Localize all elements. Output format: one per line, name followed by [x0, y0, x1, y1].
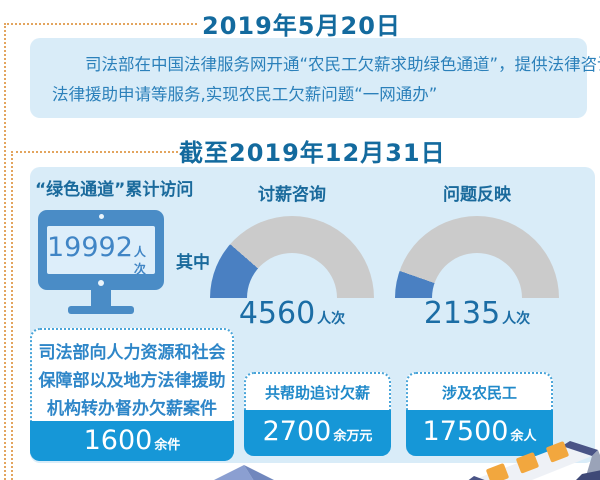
section1-body-line1: 司法部在中国法律服务网开通“农民工欠薪求助绿色通道”，提供法律咨询、: [85, 55, 600, 74]
section2-panel: “绿色通道”累计访问 19992 人次 其中 讨薪咨询 4560 人次: [30, 167, 595, 463]
stat-box-label: 涉及农民工: [441, 384, 517, 402]
stat-value-bar: 17500 余人: [406, 410, 553, 456]
stat-value-bar: 1600 余件: [30, 421, 234, 461]
wage-consultation-gauge-column: 讨薪咨询 4560 人次: [206, 180, 378, 329]
train-illustration: [468, 441, 600, 480]
gauge-chart: [210, 216, 374, 298]
gauge-value-number: 2135: [423, 296, 501, 331]
stat-value-unit: 余件: [154, 438, 181, 453]
stat-box-description: 司法部向人力资源和社会 保障部以及地方法律援助 机构转办督办欠薪案件: [32, 330, 232, 423]
recovered-wages-stat-box: 共帮助追讨欠薪 2700 余万元: [244, 372, 391, 456]
gauge-chart: [395, 216, 559, 298]
section1-body-line2: 法律援助申请等服务,实现农民工欠薪问题“一网通办”: [52, 85, 438, 104]
description-line: 司法部向人力资源和社会: [38, 343, 226, 363]
camera-dot-icon: [98, 214, 104, 219]
building-roof-illustration: [214, 465, 274, 480]
gauge-title: 讨薪咨询: [258, 185, 326, 205]
gauge-value: 4560 人次: [206, 299, 378, 329]
monitor-stand-base: [68, 306, 134, 314]
monitor-body: 19992 人次: [38, 210, 164, 290]
monitor-button-dot-icon: [98, 280, 104, 286]
timeline-dotted-line-section2: [11, 151, 178, 153]
stat-box-label: 共帮助追讨欠薪: [264, 384, 370, 402]
visits-unit: 人次: [133, 245, 146, 276]
timeline-dotted-line-top: [4, 23, 197, 25]
description-line: 机构转办督办欠薪案件: [47, 399, 217, 419]
visits-value: 19992: [47, 232, 133, 263]
stat-value-number: 1600: [83, 425, 153, 456]
timeline-dotted-line-left-inner: [11, 151, 13, 480]
computer-monitor-icon: 19992 人次: [38, 210, 164, 314]
gauge-title: 问题反映: [443, 185, 511, 205]
gauge-value: 2135 人次: [391, 299, 563, 329]
problem-report-gauge-column: 问题反映 2135 人次: [391, 180, 563, 329]
gauge-value-unit: 人次: [502, 311, 531, 327]
stat-value-bar: 2700 余万元: [244, 410, 391, 456]
monitor-screen: 19992 人次: [47, 226, 155, 276]
stat-value-number: 2700: [262, 416, 332, 447]
stat-value-number: 17500: [422, 416, 509, 447]
stat-value-unit: 余人: [510, 429, 537, 444]
among-which-label: 其中: [176, 253, 210, 273]
section1-date-title: 2019年5月20日: [202, 12, 401, 40]
section2-date-title: 截至2019年12月31日: [179, 139, 446, 167]
timeline-dotted-line-left-outer: [4, 23, 6, 480]
gauge-value-number: 4560: [238, 296, 316, 331]
stat-value-unit: 余万元: [333, 429, 373, 444]
involved-workers-stat-box: 涉及农民工 17500 余人: [406, 372, 553, 456]
description-line: 保障部以及地方法律援助: [38, 371, 226, 391]
transferred-cases-stat-box: 司法部向人力资源和社会 保障部以及地方法律援助 机构转办督办欠薪案件 1600 …: [30, 328, 234, 461]
monitor-stand-neck: [91, 290, 111, 306]
green-channel-visits-label: “绿色通道”累计访问: [35, 180, 194, 200]
gauge-value-unit: 人次: [317, 311, 346, 327]
section1-panel: 司法部在中国法律服务网开通“农民工欠薪求助绿色通道”，提供法律咨询、 法律援助申…: [30, 38, 600, 118]
